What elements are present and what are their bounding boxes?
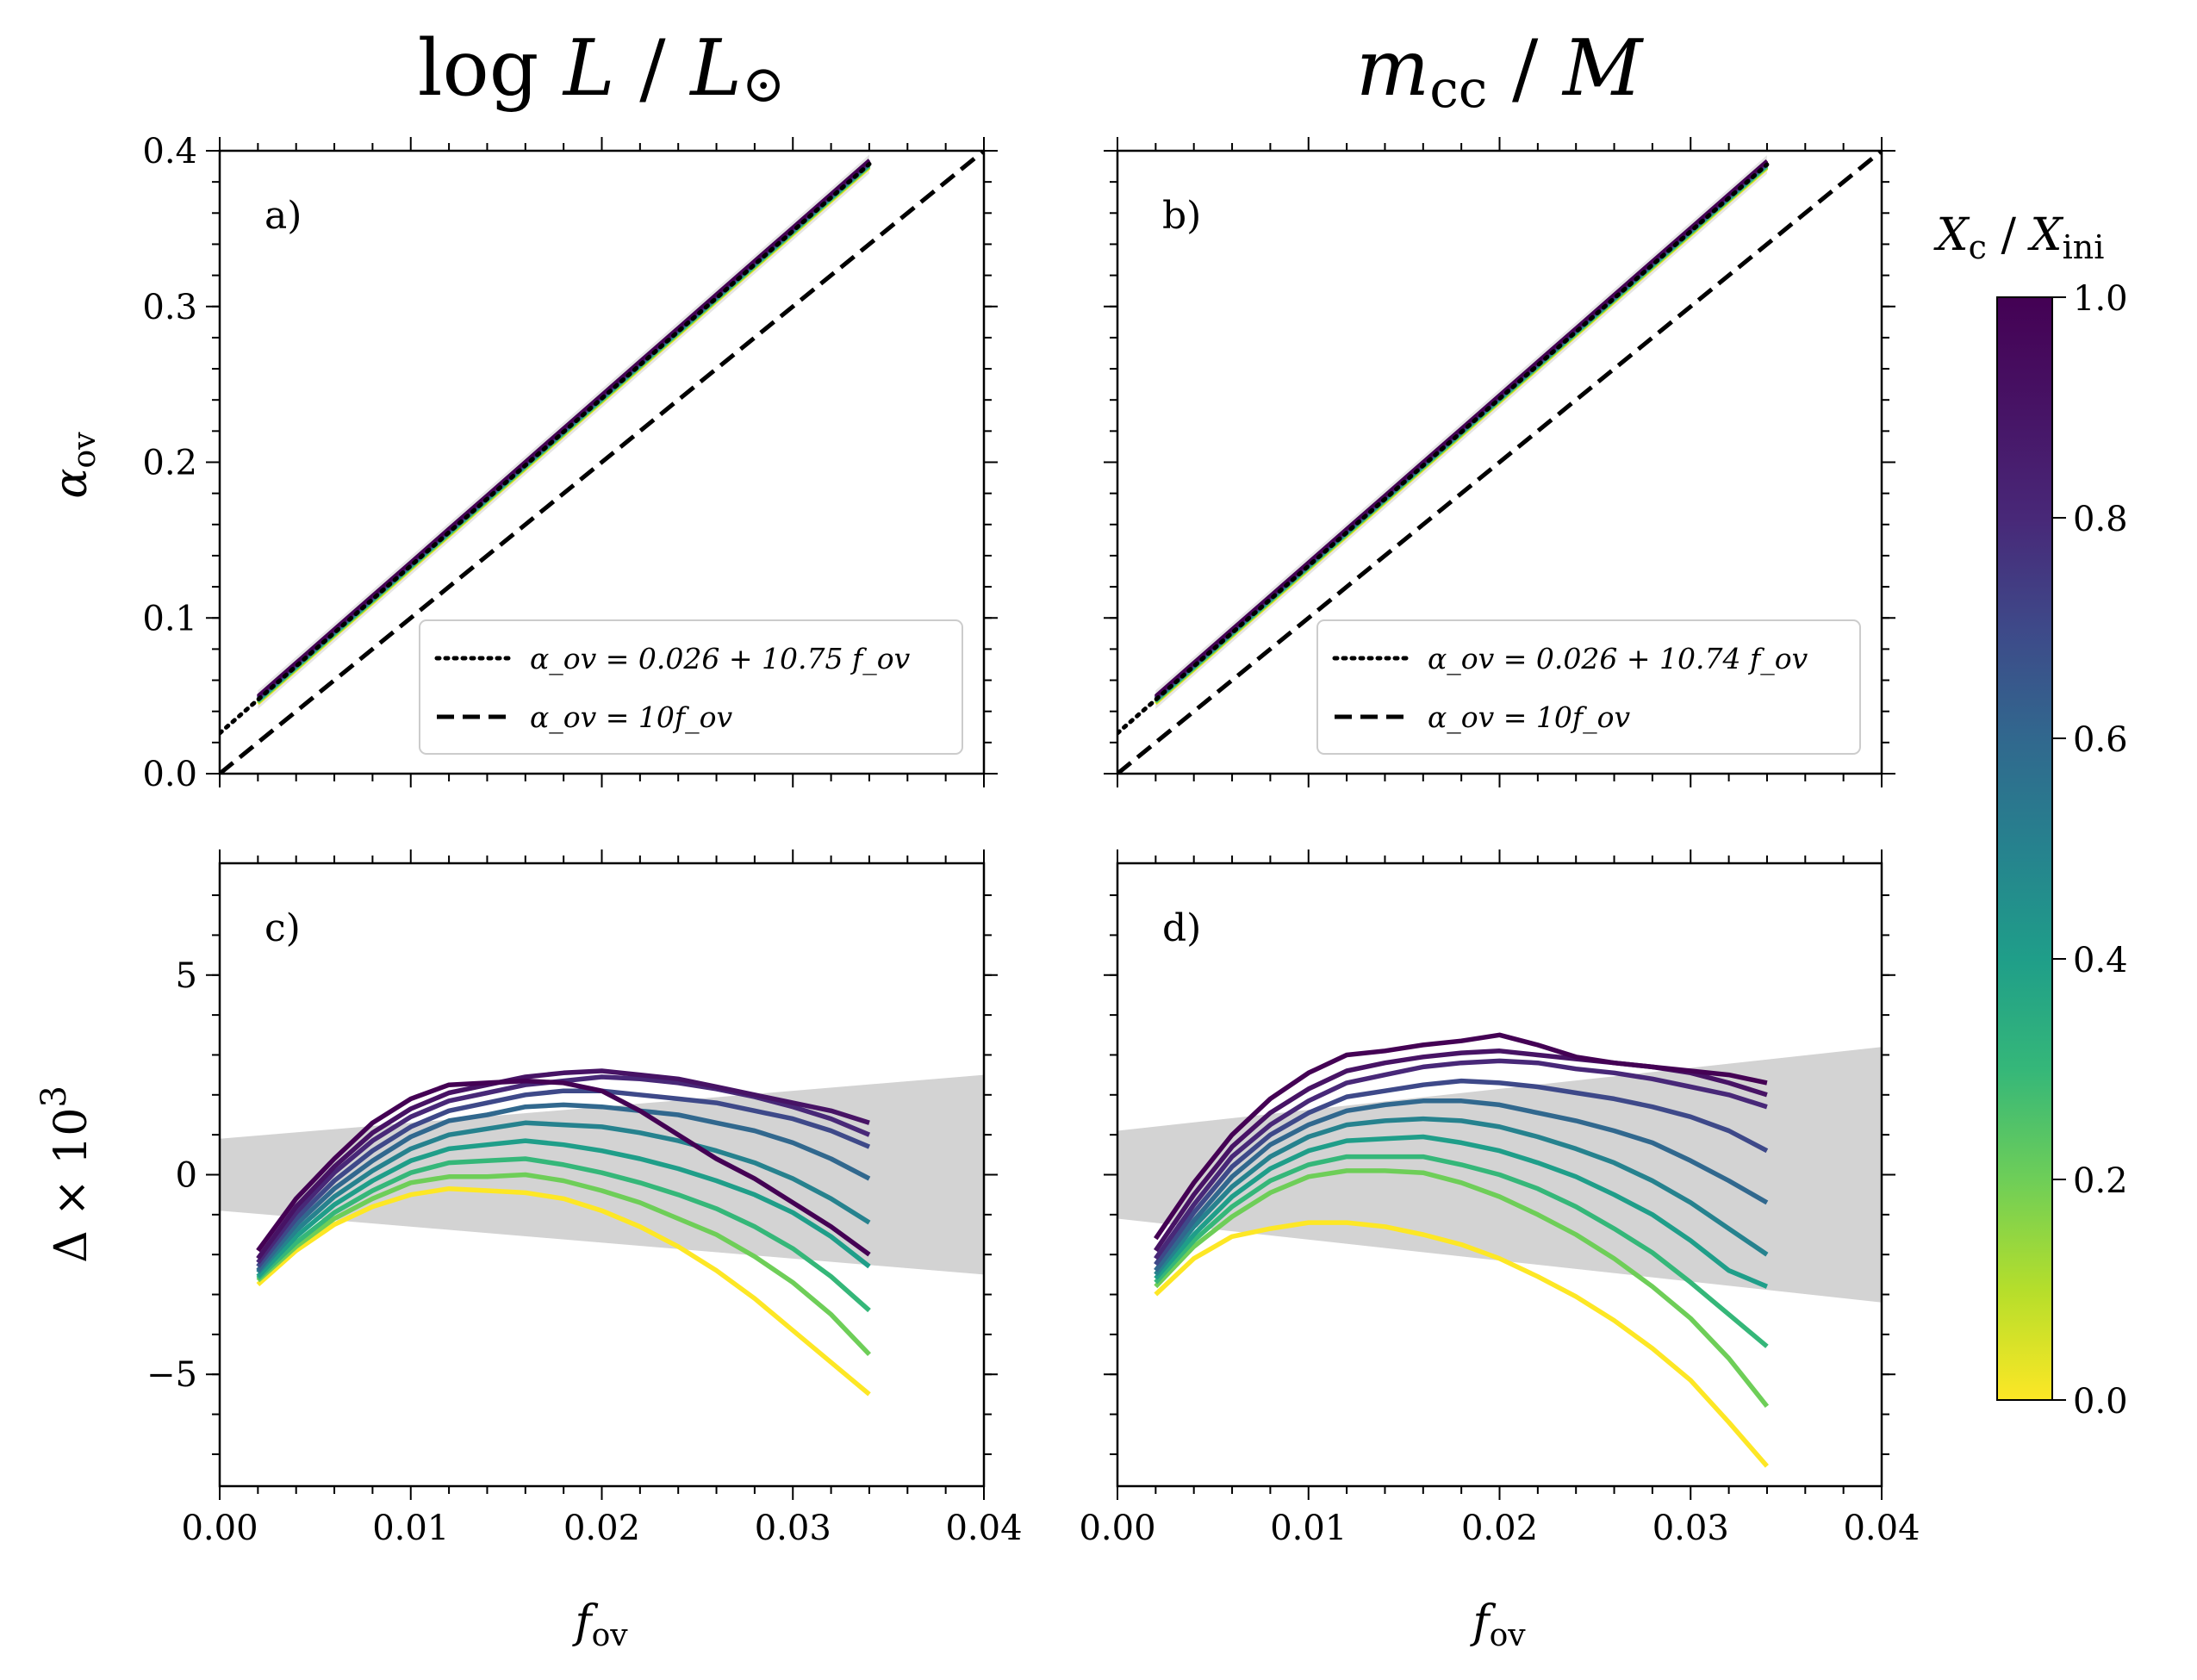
panel-tag: a) bbox=[265, 194, 302, 238]
colorbar-tick-label: 0.2 bbox=[2073, 1161, 2128, 1201]
panel-c: 0.00 0.01 0.02 0.03 0.04 −5 0 5 c) bbox=[146, 849, 1023, 1548]
col-title-left: log L / L⊙ bbox=[418, 23, 786, 115]
data-series-line bbox=[1154, 1032, 1768, 1241]
y-tick-label: 0.1 bbox=[142, 599, 197, 638]
panel-tag: b) bbox=[1162, 194, 1201, 238]
y-tick-label: 0 bbox=[176, 1156, 197, 1196]
bottom-ylabel: Δ × 103 bbox=[34, 1086, 97, 1263]
colorbar-ticks: 0.0 0.2 0.4 0.6 0.8 1.0 bbox=[2052, 279, 2128, 1422]
data-series-line bbox=[256, 1156, 871, 1313]
col-title-right: mcc / M bbox=[1356, 23, 1644, 120]
data-series-line bbox=[256, 1185, 871, 1397]
x-tick-label: 0.04 bbox=[1843, 1509, 1920, 1548]
data-series-line bbox=[1154, 159, 1769, 698]
plot-area bbox=[220, 151, 984, 774]
y-tick-label: 0.3 bbox=[142, 288, 197, 327]
panel-a: 0.0 0.1 0.2 0.3 0.4 a) α_ov = 0.026 + 10.75 f_… bbox=[142, 132, 998, 794]
y-tick-label: 0.2 bbox=[142, 444, 197, 483]
data-series-line bbox=[1154, 1220, 1769, 1468]
colorbar-tick-label: 1.0 bbox=[2073, 279, 2128, 319]
colorbar-tick-label: 0.8 bbox=[2073, 500, 2128, 539]
colorbar-bar bbox=[1996, 296, 2053, 1401]
xlabel-left: fov bbox=[571, 1596, 628, 1653]
reference-line-dashed bbox=[1117, 151, 1882, 774]
x-tick-label: 0.03 bbox=[1652, 1509, 1729, 1548]
data-series-line bbox=[256, 1078, 871, 1257]
data-series-line bbox=[256, 1068, 870, 1260]
colorbar-label: Xc / Xini bbox=[1933, 209, 2105, 266]
y-tick-label: 5 bbox=[176, 956, 197, 996]
legend-entry-fit: α_ov = 0.026 + 10.75 f_ov bbox=[530, 642, 911, 676]
fit-line-dotted bbox=[220, 161, 872, 736]
legend-box bbox=[1316, 619, 1861, 755]
x-tick-label: 0.00 bbox=[181, 1509, 258, 1548]
data-series-line bbox=[1154, 1078, 1769, 1266]
legend-entry-reference: α_ov = 10f_ov bbox=[530, 700, 732, 735]
xlabel-right: fov bbox=[1469, 1596, 1526, 1653]
x-tick-label: 0.00 bbox=[1079, 1509, 1155, 1548]
x-tick-label: 0.02 bbox=[563, 1509, 640, 1548]
data-series-line bbox=[1154, 1154, 1769, 1348]
colorbar: Xc / Xini 0.0 0.2 0.4 0.6 0.8 1.0 bbox=[1933, 209, 2128, 1422]
top-ylabel: αov bbox=[46, 432, 103, 499]
data-series-line bbox=[1154, 1168, 1770, 1409]
colorbar-tick-label: 0.6 bbox=[2073, 720, 2128, 760]
data-series-line bbox=[1154, 1058, 1768, 1260]
x-tick-label: 0.02 bbox=[1461, 1509, 1538, 1548]
y-tick-label: 0.0 bbox=[142, 755, 197, 794]
y-tick-label: 0.4 bbox=[142, 132, 197, 171]
legend-box bbox=[419, 619, 963, 755]
y-tick-label: −5 bbox=[146, 1355, 197, 1395]
data-series-line bbox=[256, 1088, 871, 1268]
data-series-line bbox=[1154, 1116, 1769, 1277]
panel-tag: d) bbox=[1162, 906, 1201, 950]
data-series-line bbox=[1154, 1134, 1768, 1289]
panel-tag: c) bbox=[265, 906, 301, 950]
legend-entry-fit: α_ov = 0.026 + 10.74 f_ov bbox=[1428, 642, 1808, 676]
plot-area bbox=[1117, 1032, 1882, 1468]
x-tick-label: 0.04 bbox=[945, 1509, 1022, 1548]
data-series-line bbox=[256, 1172, 871, 1357]
panel-frame bbox=[218, 862, 986, 1488]
data-series-line bbox=[256, 1102, 871, 1272]
panel-d: 0.00 0.01 0.02 0.03 0.04 d) bbox=[1079, 849, 1920, 1548]
plot-area bbox=[220, 1068, 984, 1397]
x-tick-label: 0.01 bbox=[1270, 1509, 1347, 1548]
x-tick-label: 0.03 bbox=[755, 1509, 831, 1548]
data-series-line bbox=[257, 159, 871, 698]
panel-frame bbox=[1116, 862, 1883, 1488]
x-tick-label: 0.01 bbox=[372, 1509, 449, 1548]
panel-frame bbox=[218, 149, 986, 775]
plot-area bbox=[1117, 151, 1882, 774]
data-series-line bbox=[256, 1138, 871, 1279]
panel-frame bbox=[1116, 149, 1883, 775]
data-series-line bbox=[256, 1120, 871, 1274]
legend-entry-reference: α_ov = 10f_ov bbox=[1428, 700, 1630, 735]
reference-line-dashed bbox=[220, 151, 984, 774]
data-series-line bbox=[1154, 1098, 1769, 1272]
colorbar-tick-label: 0.4 bbox=[2073, 941, 2128, 980]
panel-b: b) α_ov = 0.026 + 10.74 f_ov α_ov = 10f_ov bbox=[1104, 137, 1895, 787]
fit-line-dotted bbox=[1117, 162, 1770, 736]
legend: α_ov = 0.026 + 10.74 f_ov α_ov = 10f_ov bbox=[1316, 619, 1861, 755]
colorbar-tick-label: 0.0 bbox=[2073, 1382, 2128, 1422]
legend: α_ov = 0.026 + 10.75 f_ov α_ov = 10f_ov bbox=[419, 619, 963, 755]
